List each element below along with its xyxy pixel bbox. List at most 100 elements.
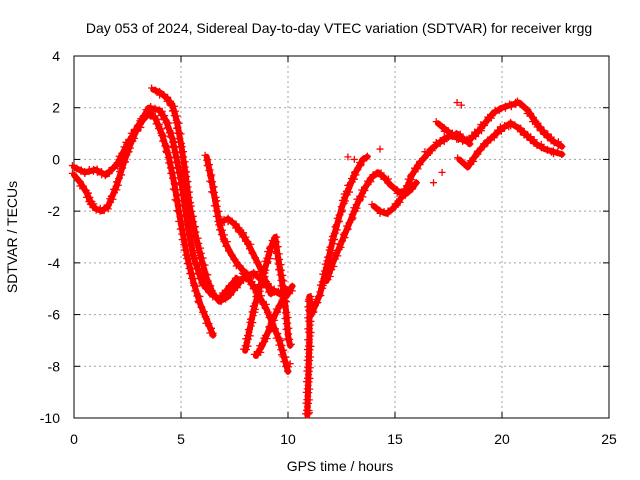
x-tick-label: 10 [280, 431, 296, 447]
track-6-point [262, 266, 270, 274]
track-3-point [201, 273, 209, 281]
track-8-point [306, 364, 314, 372]
track-2-point [233, 274, 241, 282]
track-2-point [147, 105, 155, 113]
track-10-point [406, 182, 414, 190]
track-1-point [199, 308, 207, 316]
track-2-point [171, 154, 179, 162]
track-1-point [154, 115, 162, 123]
track-3-point [197, 244, 205, 252]
track-10-trace [370, 130, 473, 217]
track-12-point [476, 146, 484, 154]
track-10-point [384, 208, 392, 216]
track-6-point [244, 326, 252, 334]
track-12-point [463, 163, 471, 171]
track-8-point [319, 281, 327, 289]
track-9-point [359, 193, 367, 201]
track-9-point [353, 204, 361, 212]
track-8-point [305, 378, 313, 386]
track-2-point [98, 171, 106, 179]
track-1-point [177, 221, 185, 229]
scatter-point [438, 168, 446, 176]
y-axis-label: SDTVAR / TECUs [4, 181, 20, 293]
track-6-point [276, 256, 284, 264]
track-6-point [277, 266, 285, 274]
track-1-point [203, 315, 211, 323]
track-2-point [73, 164, 81, 172]
track-6-point [243, 338, 251, 346]
track-9-point [338, 237, 346, 245]
track-2-point [163, 124, 171, 132]
track-3-point [171, 102, 179, 110]
track-3-point [183, 184, 191, 192]
track-8-point [304, 325, 312, 333]
track-2-point [177, 181, 185, 189]
track-3-point [184, 194, 192, 202]
track-8-point [317, 291, 325, 299]
track-2-point [180, 202, 188, 210]
track-2-point [173, 164, 181, 172]
track-12-point [549, 150, 557, 158]
track-5-point [245, 245, 253, 253]
y-tick-label: -2 [48, 203, 61, 219]
track-4-point [218, 226, 226, 234]
track-4-point [273, 330, 281, 338]
track-1-point [115, 175, 123, 183]
track-11-point [514, 97, 522, 105]
scatter-point [457, 101, 465, 109]
track-12-point [457, 157, 465, 165]
track-7-point [267, 320, 275, 328]
scatter-point [344, 153, 352, 161]
track-3-point [177, 130, 185, 138]
track-5-point [253, 259, 261, 267]
track-1-point [209, 331, 217, 339]
track-3-point [194, 234, 202, 242]
track-11-point [464, 136, 472, 144]
track-9-point [389, 183, 397, 191]
track-5-point [235, 228, 243, 236]
track-8-point [306, 332, 314, 340]
track-3-point [181, 173, 189, 181]
track-9-point [334, 252, 342, 260]
track-9-point [412, 179, 420, 187]
track-2-point [167, 133, 175, 141]
track-3-point [171, 107, 179, 115]
track-8-point [306, 293, 314, 301]
track-1-point [103, 202, 111, 210]
scatter-point [421, 148, 429, 156]
track-8-point [363, 153, 371, 161]
track-11-point [526, 110, 534, 118]
track-2-point [123, 143, 131, 151]
track-2-trace [71, 104, 240, 303]
x-tick-label: 20 [494, 431, 510, 447]
y-tick-label: 0 [52, 151, 60, 167]
track-2-point [68, 162, 76, 170]
track-12-point [497, 127, 505, 135]
track-4-point [276, 337, 284, 345]
track-11-point [487, 112, 495, 120]
track-4-point [205, 167, 213, 175]
track-3-point [173, 112, 181, 120]
y-tick-label: 4 [52, 48, 60, 64]
track-7-point [258, 341, 266, 349]
track-4-point [201, 151, 209, 159]
track-8-point [338, 206, 346, 214]
x-tick-label: 5 [177, 431, 185, 447]
track-1-point [79, 182, 87, 190]
track-8-point [330, 229, 338, 237]
track-8-point [305, 389, 313, 397]
track-8-point [305, 360, 313, 368]
track-3-point [229, 286, 237, 294]
track-11-point [472, 132, 480, 140]
track-6-point [282, 325, 290, 333]
track-4-point [282, 353, 290, 361]
track-3-point [175, 138, 183, 146]
track-11-point [491, 108, 499, 116]
track-3-point [195, 239, 203, 247]
track-1-point [204, 320, 212, 328]
track-11-point [436, 121, 444, 129]
track-1-point [113, 186, 121, 194]
track-3-point [201, 261, 209, 269]
track-8-point [341, 197, 349, 205]
track-4-point [212, 197, 220, 205]
